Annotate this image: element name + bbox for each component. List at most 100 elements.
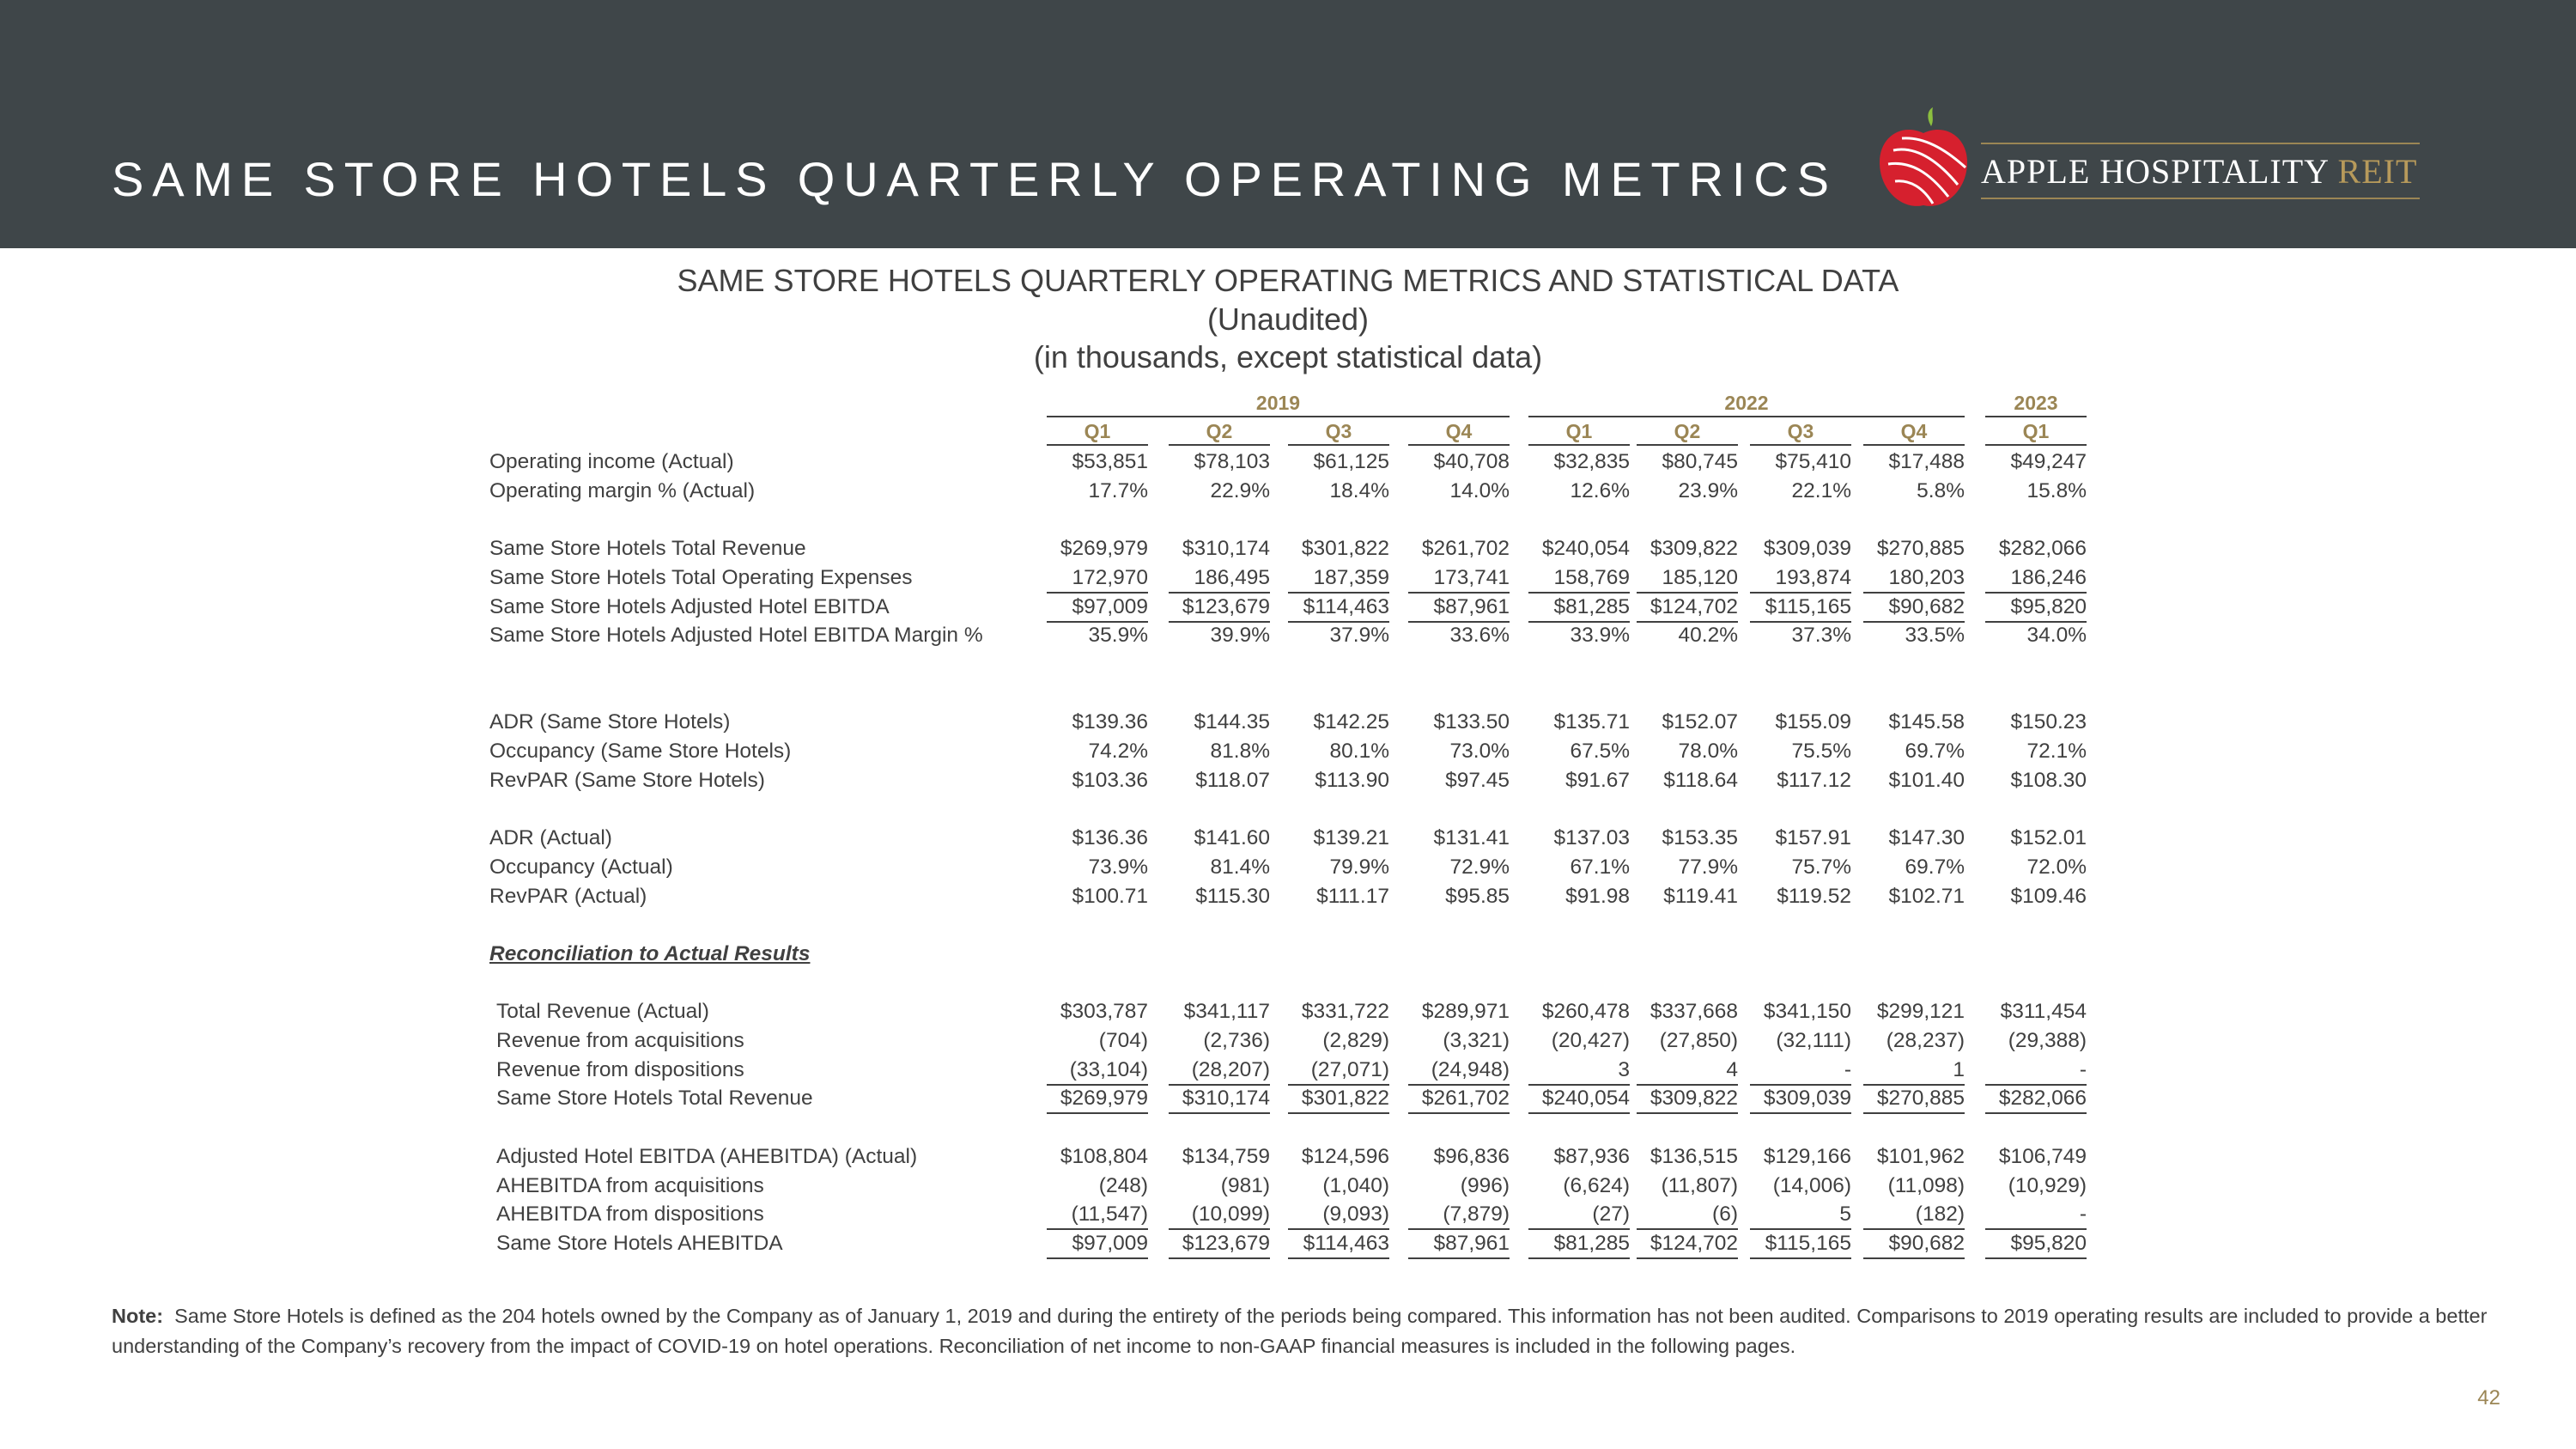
cell: (2,829): [1322, 1029, 1389, 1052]
cell: 180,203: [1863, 563, 1965, 594]
cell: (11,547): [1047, 1200, 1148, 1231]
cell: 81.4%: [1210, 855, 1270, 879]
cell: $95,820: [1985, 593, 2087, 623]
cell: $260,478: [1541, 1000, 1630, 1024]
cell: $139.21: [1313, 826, 1389, 850]
row-label: Adjusted Hotel EBITDA (AHEBITDA) (Actual…: [496, 1144, 918, 1168]
cell: $97,009: [1047, 593, 1148, 623]
cell: $106,749: [1998, 1144, 2087, 1168]
cell: $109.46: [2010, 884, 2087, 908]
cell: 39.9%: [1210, 624, 1270, 648]
cell: (29,388): [2008, 1029, 2087, 1052]
cell: $289,971: [1421, 1000, 1510, 1024]
cell: 3: [1528, 1056, 1630, 1086]
cell: 22.1%: [1791, 478, 1851, 502]
cell: $103.36: [1072, 768, 1148, 792]
cell: (27): [1528, 1200, 1630, 1231]
cell: $144.35: [1194, 710, 1270, 734]
note-label: Note:: [112, 1305, 164, 1327]
cell: (1,040): [1322, 1173, 1389, 1197]
header-band: [0, 0, 2576, 248]
cell: $124,702: [1637, 593, 1738, 623]
cell: 33.6%: [1449, 624, 1510, 648]
cell: $87,961: [1408, 593, 1510, 623]
logo-icon: [1880, 107, 1967, 206]
cell: 186,495: [1169, 563, 1270, 594]
cell: $282,066: [1985, 1084, 2087, 1115]
cell: $87,961: [1408, 1229, 1510, 1259]
cell: $96,836: [1433, 1144, 1510, 1168]
logo-text: APPLE HOSPITALITY REIT: [1981, 151, 2417, 192]
cell: $32,835: [1553, 450, 1630, 473]
cell: 37.3%: [1791, 624, 1851, 648]
section-heading: Reconciliation to Actual Results: [489, 941, 811, 965]
cell: $97,009: [1047, 1229, 1148, 1259]
cell: $310,174: [1182, 537, 1270, 561]
cell: $155.09: [1775, 710, 1851, 734]
cell: (6): [1637, 1200, 1738, 1231]
page-number: 42: [2477, 1386, 2500, 1409]
cell: $81,285: [1528, 1229, 1630, 1259]
cell: 5: [1750, 1200, 1851, 1231]
quarter-header: Q3: [1750, 418, 1851, 446]
quarter-header: Q1: [1047, 418, 1148, 446]
logo-rule: [1981, 198, 2420, 199]
cell: (24,948): [1408, 1056, 1510, 1086]
row-label: RevPAR (Actual): [489, 884, 647, 908]
row-label: Same Store Hotels Total Revenue: [489, 537, 806, 561]
cell: (27,071): [1288, 1056, 1389, 1086]
cell: 74.2%: [1088, 740, 1148, 763]
cell: $139.36: [1072, 710, 1148, 734]
cell: (182): [1863, 1200, 1965, 1231]
logo-reit: REIT: [2337, 152, 2418, 191]
cell: 75.7%: [1791, 855, 1851, 879]
cell: (2,736): [1203, 1029, 1270, 1052]
cell: $269,979: [1060, 537, 1148, 561]
cell: $78,103: [1194, 450, 1270, 473]
cell: $118.07: [1195, 768, 1270, 792]
quarter-header: Q1: [1985, 418, 2087, 446]
logo-rule: [1981, 143, 2420, 144]
note: Note: Same Store Hotels is defined as th…: [112, 1301, 2499, 1361]
cell: 73.0%: [1449, 740, 1510, 763]
cell: $301,822: [1301, 537, 1389, 561]
cell: $134,759: [1182, 1144, 1270, 1168]
cell: 80.1%: [1329, 740, 1389, 763]
cell: 34.0%: [2026, 624, 2087, 648]
cell: $135.71: [1553, 710, 1630, 734]
year-header: 2022: [1528, 390, 1965, 417]
cell: $270,885: [1876, 537, 1965, 561]
note-text: Same Store Hotels is defined as the 204 …: [112, 1305, 2488, 1357]
cell: $123,679: [1169, 1229, 1270, 1259]
cell: $100.71: [1072, 884, 1148, 908]
cell: 4: [1637, 1056, 1738, 1086]
cell: (981): [1220, 1173, 1270, 1197]
cell: $61,125: [1313, 450, 1389, 473]
quarter-header: Q2: [1637, 418, 1738, 446]
cell: $270,885: [1863, 1084, 1965, 1115]
quarter-header: Q1: [1528, 418, 1630, 446]
cell: $81,285: [1528, 593, 1630, 623]
cell: $152.07: [1662, 710, 1738, 734]
cell: (9,093): [1288, 1200, 1389, 1231]
row-label: Total Revenue (Actual): [496, 1000, 709, 1024]
header-title: SAME STORE HOTELS QUARTERLY OPERATING ME…: [112, 152, 1829, 206]
cell: $309,822: [1649, 537, 1738, 561]
cell: $123,679: [1169, 593, 1270, 623]
cell: (996): [1460, 1173, 1510, 1197]
header-title-svg: SAME STORE HOTELS QUARTERLY OPERATING ME…: [112, 152, 1829, 206]
cell: $337,668: [1649, 1000, 1738, 1024]
cell: $133.50: [1433, 710, 1510, 734]
cell: $150.23: [2010, 710, 2087, 734]
cell: $261,702: [1421, 537, 1510, 561]
cell: $53,851: [1072, 450, 1148, 473]
cell: -: [1750, 1056, 1851, 1086]
cell: $108,804: [1060, 1144, 1148, 1168]
row-label: Revenue from acquisitions: [496, 1029, 744, 1052]
cell: (10,099): [1169, 1200, 1270, 1231]
cell: (28,207): [1169, 1056, 1270, 1086]
cell: $282,066: [1998, 537, 2087, 561]
cell: 79.9%: [1329, 855, 1389, 879]
cell: $119.52: [1777, 884, 1851, 908]
